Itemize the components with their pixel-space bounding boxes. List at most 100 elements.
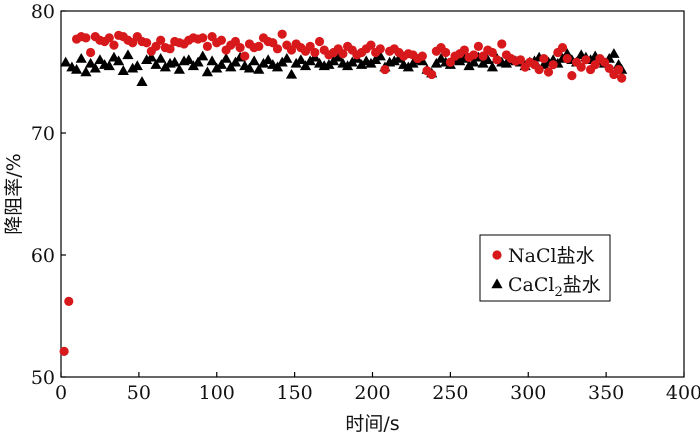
x-tick-label-3: 150 bbox=[276, 382, 312, 404]
series-0-point-81 bbox=[441, 47, 451, 58]
series-1-point-13 bbox=[122, 49, 134, 60]
series-0-point-29 bbox=[198, 33, 208, 43]
series-1-point-20 bbox=[155, 52, 167, 63]
series-0-point-22 bbox=[165, 44, 175, 54]
x-tick-label-0: 0 bbox=[55, 382, 67, 404]
series-0-point-107 bbox=[562, 53, 572, 64]
series-1-point-33 bbox=[215, 59, 228, 69]
series-0-point-119 bbox=[617, 73, 627, 83]
series-1-point-4 bbox=[80, 66, 92, 77]
series-1-point-91 bbox=[486, 61, 499, 72]
series-0-point-37 bbox=[235, 43, 245, 53]
series-1-point-23 bbox=[169, 56, 181, 67]
x-tick-label-6: 300 bbox=[510, 382, 546, 404]
legend-marker-0 bbox=[492, 250, 502, 260]
series-0-point-108 bbox=[567, 71, 577, 81]
y-tick-label-2: 70 bbox=[31, 123, 55, 145]
series-0-point-110 bbox=[576, 62, 586, 72]
series-1-point-0 bbox=[60, 56, 72, 67]
series-0-point-20 bbox=[156, 35, 166, 45]
series-1-point-43 bbox=[262, 54, 274, 64]
series-0-point-78 bbox=[427, 69, 437, 80]
series-1-point-15 bbox=[131, 60, 143, 71]
series-0-point-76 bbox=[417, 51, 427, 61]
series-1-point-9 bbox=[103, 60, 115, 71]
series-1-point-18 bbox=[145, 51, 157, 62]
series-0-point-54 bbox=[314, 36, 325, 47]
series-0-point-93 bbox=[497, 39, 507, 49]
series-1-point-31 bbox=[206, 55, 218, 66]
series-1-point-58 bbox=[332, 51, 344, 62]
legend-entry-1: CaCl2盐水 bbox=[508, 274, 601, 300]
series-1-point-12 bbox=[117, 65, 129, 75]
data-points bbox=[59, 29, 628, 356]
series-1-point-67 bbox=[374, 50, 386, 61]
x-tick-label-4: 200 bbox=[354, 382, 390, 404]
legend-entry-1-part-0: CaCl bbox=[508, 274, 554, 296]
series-0-point-85 bbox=[459, 45, 469, 55]
legend: NaCl盐水 CaCl2盐水 bbox=[479, 234, 611, 302]
y-axis-label: 降阻率/% bbox=[3, 153, 25, 234]
series-1-point-6 bbox=[89, 62, 101, 73]
series-1-point-28 bbox=[192, 56, 204, 67]
series-1-point-90 bbox=[482, 54, 494, 64]
legend-entry-0: NaCl盐水 bbox=[508, 245, 595, 267]
x-tick-label-8: 400 bbox=[666, 382, 700, 404]
series-0-point-33 bbox=[216, 35, 227, 45]
legend-marker-1 bbox=[491, 278, 503, 289]
series-1-point-3 bbox=[75, 52, 87, 63]
series-1-point-7 bbox=[94, 54, 106, 64]
series-0-point-17 bbox=[142, 38, 152, 48]
series-1-point-2 bbox=[70, 63, 83, 74]
series-1-point-40 bbox=[248, 55, 260, 66]
series-1-point-11 bbox=[113, 55, 125, 66]
series-0-point-118 bbox=[613, 64, 624, 75]
x-tick-label-2: 100 bbox=[199, 382, 235, 404]
series-0-point-59 bbox=[338, 49, 348, 59]
series-0-point-104 bbox=[548, 60, 558, 70]
series-1-point-26 bbox=[183, 54, 195, 64]
series-0-point-46 bbox=[277, 29, 287, 39]
series-1-point-47 bbox=[281, 52, 293, 63]
series-1-point-34 bbox=[220, 52, 232, 63]
series-0-point-88 bbox=[473, 41, 484, 51]
legend-entry-0-part-0: NaCl盐水 bbox=[508, 245, 595, 267]
series-0-point-106 bbox=[557, 43, 568, 53]
legend-box bbox=[479, 234, 611, 302]
series-1-point-16 bbox=[136, 76, 148, 86]
y-tick-label-0: 50 bbox=[31, 367, 55, 389]
series-0-point-30 bbox=[202, 41, 213, 51]
series-0-point-67 bbox=[375, 44, 385, 54]
series-0-point-97 bbox=[515, 55, 526, 65]
series-0-point-102 bbox=[539, 53, 549, 64]
axes: 0 50 100 150 200 250 300 350 40050607080时间/s降阻率/… bbox=[3, 1, 700, 435]
series-0-point-103 bbox=[543, 67, 554, 77]
series-1-point-48 bbox=[285, 68, 298, 79]
x-tick-label-5: 250 bbox=[432, 382, 468, 404]
y-tick-label-1: 60 bbox=[31, 245, 55, 267]
series-0-point-9 bbox=[104, 33, 114, 43]
series-1-point-24 bbox=[173, 63, 185, 74]
x-axis-label: 时间/s bbox=[345, 413, 399, 435]
series-1-point-19 bbox=[150, 59, 162, 69]
series-0-point-92 bbox=[492, 55, 502, 65]
series-0-point-65 bbox=[366, 40, 376, 50]
series-1-point-30 bbox=[201, 66, 214, 77]
series-0-point-101 bbox=[534, 64, 544, 75]
series-0-point-91 bbox=[487, 47, 498, 58]
x-tick-label-7: 350 bbox=[588, 382, 624, 404]
series-0-point-5 bbox=[85, 47, 96, 58]
series-0-point-68 bbox=[380, 64, 390, 75]
series-1-point-50 bbox=[295, 54, 307, 64]
legend-entry-1-part-2: 盐水 bbox=[563, 274, 601, 296]
series-0-point-111 bbox=[581, 55, 591, 65]
series-1-point-41 bbox=[253, 63, 265, 74]
series-0-point-4 bbox=[81, 33, 91, 43]
series-0-point-45 bbox=[272, 44, 283, 54]
series-0-point-1 bbox=[64, 296, 74, 306]
series-0-point-53 bbox=[310, 47, 320, 58]
series-1-point-5 bbox=[84, 57, 97, 68]
series-0-point-41 bbox=[254, 41, 264, 51]
series-0-point-0 bbox=[59, 346, 69, 356]
